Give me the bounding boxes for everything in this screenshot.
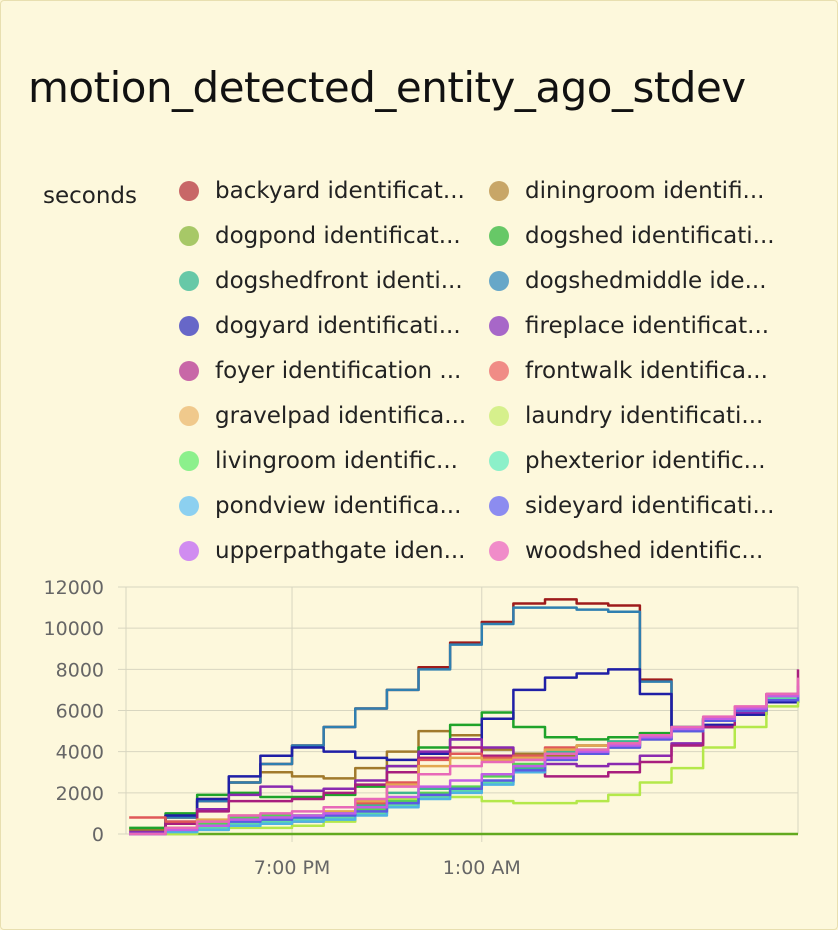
legend-label: diningroom identifi...: [525, 178, 765, 204]
legend-item[interactable]: dogshed identificati...: [489, 216, 775, 256]
legend-item[interactable]: phexterior identific...: [489, 441, 766, 481]
y-tick-label: 10000: [44, 618, 104, 640]
series-line: [129, 691, 800, 836]
legend-label: fireplace identificat...: [525, 313, 770, 339]
legend-item[interactable]: backyard identificat...: [179, 171, 465, 211]
legend-label: phexterior identific...: [525, 448, 766, 474]
legend-label: upperpathgate iden...: [215, 538, 466, 564]
y-tick-label: 12000: [44, 577, 104, 599]
legend-label: pondview identifica...: [215, 493, 462, 519]
legend-label: backyard identificat...: [215, 178, 465, 204]
legend-color-dot: [179, 451, 199, 471]
legend-color-dot: [179, 181, 199, 201]
legend-item[interactable]: dogshedmiddle ide...: [489, 261, 767, 301]
legend-label: dogshed identificati...: [525, 223, 775, 249]
legend-item[interactable]: pondview identifica...: [179, 486, 461, 526]
legend-color-dot: [179, 496, 199, 516]
series-line: [129, 685, 800, 834]
series-line: [129, 691, 800, 836]
legend-label: dogshedmiddle ide...: [525, 268, 767, 294]
legend-color-dot: [179, 361, 199, 381]
legend-item[interactable]: diningroom identifi...: [489, 171, 765, 211]
legend-item[interactable]: gravelpad identifica...: [179, 396, 466, 436]
legend-color-dot: [489, 226, 509, 246]
legend-label: dogpond identificat...: [215, 223, 461, 249]
legend-color-dot: [489, 361, 509, 381]
legend-item[interactable]: livingroom identific...: [179, 441, 458, 481]
legend-item[interactable]: woodshed identific...: [489, 531, 763, 571]
legend-color-dot: [489, 271, 509, 291]
legend-label: dogshedfront identi...: [215, 268, 463, 294]
x-tick-label: 7:00 PM: [254, 857, 331, 879]
legend-color-dot: [179, 226, 199, 246]
y-tick-label: 6000: [56, 701, 104, 723]
legend-label: gravelpad identifica...: [215, 403, 467, 429]
legend-item[interactable]: fireplace identificat...: [489, 306, 769, 346]
legend-label: foyer identification ...: [215, 358, 462, 384]
series-line: [129, 669, 800, 836]
legend-color-dot: [179, 541, 199, 561]
series-line: [129, 689, 800, 836]
legend-color-dot: [179, 271, 199, 291]
series-line: [129, 689, 800, 836]
legend-color-dot: [179, 316, 199, 336]
legend-color-dot: [489, 496, 509, 516]
legend-color-dot: [489, 406, 509, 426]
legend-item[interactable]: foyer identification ...: [179, 351, 461, 391]
y-tick-label: 4000: [56, 742, 104, 764]
legend-item[interactable]: dogyard identificati...: [179, 306, 461, 346]
legend-label: sideyard identificati...: [525, 493, 775, 519]
legend-color-dot: [179, 406, 199, 426]
series-line: [129, 691, 800, 836]
legend-item[interactable]: sideyard identificati...: [489, 486, 775, 526]
legend-color-dot: [489, 181, 509, 201]
legend-label: woodshed identific...: [525, 538, 764, 564]
line-chart: 0 2000 4000 6000 8000 10000 12000 7:00 PM 1:00 A…: [44, 577, 800, 879]
legend-color-dot: [489, 316, 509, 336]
series-line: [129, 689, 800, 836]
legend-item[interactable]: dogshedfront identi...: [179, 261, 463, 301]
series-line: [129, 677, 800, 836]
y-tick-label: 0: [92, 824, 104, 846]
series-line: [129, 683, 800, 836]
legend-label: frontwalk identifica...: [525, 358, 768, 384]
legend-label: dogyard identificati...: [215, 313, 461, 339]
legend-color-dot: [489, 451, 509, 471]
unit-label: seconds: [43, 183, 138, 209]
x-tick-label: 1:00 AM: [443, 857, 521, 879]
y-tick-label: 2000: [56, 783, 104, 805]
legend-label: livingroom identific...: [215, 448, 458, 474]
legend-item[interactable]: laundry identificati...: [489, 396, 763, 436]
legend-color-dot: [489, 541, 509, 561]
card-title: motion_detected_entity_ago_stdev: [28, 63, 746, 112]
legend-label: laundry identificati...: [525, 403, 764, 429]
series-line: [129, 694, 800, 836]
y-tick-label: 8000: [56, 659, 104, 681]
legend-item[interactable]: upperpathgate iden...: [179, 531, 466, 571]
legend-item[interactable]: dogpond identificat...: [179, 216, 461, 256]
legend-item[interactable]: frontwalk identifica...: [489, 351, 768, 391]
